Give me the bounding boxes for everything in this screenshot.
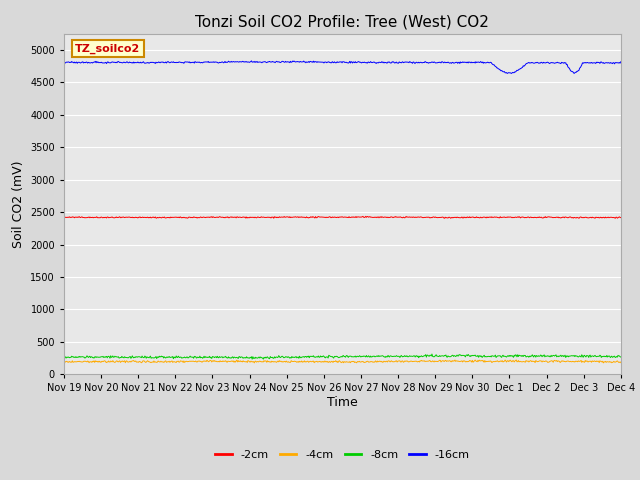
Y-axis label: Soil CO2 (mV): Soil CO2 (mV) <box>12 160 25 248</box>
X-axis label: Time: Time <box>327 396 358 409</box>
Text: TZ_soilco2: TZ_soilco2 <box>75 44 140 54</box>
Title: Tonzi Soil CO2 Profile: Tree (West) CO2: Tonzi Soil CO2 Profile: Tree (West) CO2 <box>195 15 490 30</box>
Legend: -2cm, -4cm, -8cm, -16cm: -2cm, -4cm, -8cm, -16cm <box>211 445 474 464</box>
